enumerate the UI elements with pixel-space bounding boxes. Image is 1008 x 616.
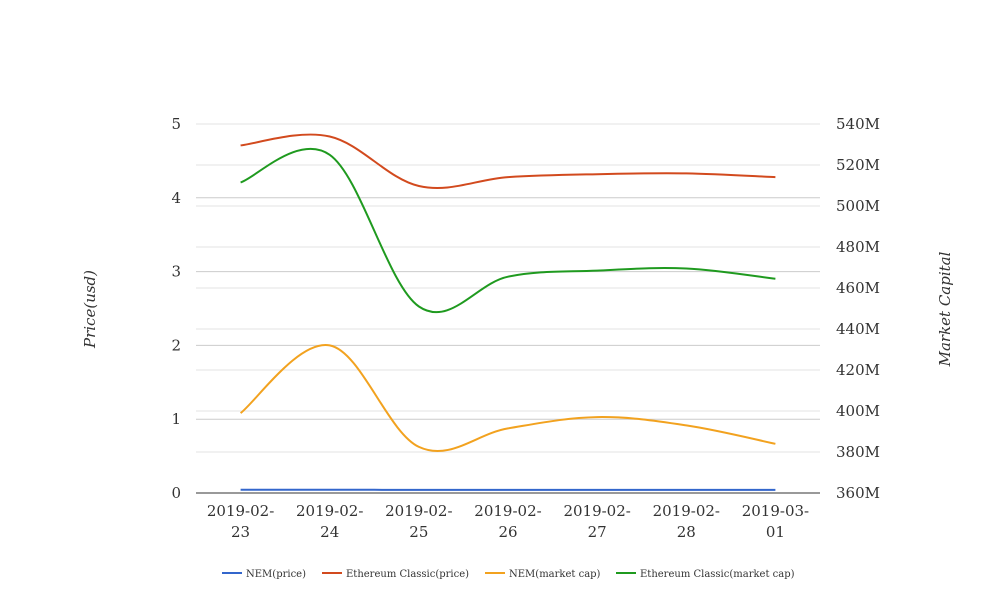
right-axis-title: Market Capital (936, 251, 954, 367)
right-tick-label: 520M (836, 156, 880, 174)
x-axis-ticks: 2019-02-23 2019-02-24 2019-02-25 2019-02-26… (207, 502, 809, 541)
legend-label: Ethereum Classic(price) (346, 569, 469, 580)
legend-label: NEM(market cap) (509, 569, 601, 580)
left-tick-label: 3 (171, 263, 181, 281)
right-tick-label: 360M (836, 484, 880, 502)
right-y-axis-ticks: 360M 380M 400M 420M 440M 460M 480M 500M 520M 540M (836, 115, 880, 502)
right-tick-label: 500M (836, 197, 880, 215)
left-tick-label: 0 (171, 484, 181, 502)
right-tick-label: 460M (836, 279, 880, 297)
grid-lines (196, 123, 820, 453)
left-tick-label: 5 (171, 115, 181, 133)
series-line-1 (240, 133, 776, 190)
right-tick-label: 480M (836, 238, 880, 256)
right-tick-label: 420M (836, 361, 880, 379)
left-axis-title: Price(usd) (81, 270, 99, 349)
left-tick-label: 2 (171, 336, 181, 354)
left-tick-label: 4 (171, 189, 181, 207)
series-line-3 (240, 147, 776, 314)
right-tick-label: 440M (836, 320, 880, 338)
left-tick-label: 1 (171, 410, 181, 428)
series-lines (239, 133, 776, 491)
legend-label: Ethereum Classic(market cap) (640, 569, 795, 580)
x-tick-label: 2019-02-24 (296, 502, 363, 541)
left-y-axis-ticks: 0 1 2 3 4 5 (171, 115, 181, 502)
right-tick-label: 540M (836, 115, 880, 133)
legend: NEM(price) Ethereum Classic(price) NEM(mar… (222, 569, 795, 580)
x-tick-label: 2019-02-26 (474, 502, 541, 541)
right-tick-label: 400M (836, 402, 880, 420)
right-tick-label: 380M (836, 443, 880, 461)
x-tick-label: 2019-02-28 (653, 502, 720, 541)
x-tick-label: 2019-02-25 (385, 502, 452, 541)
x-tick-label: 2019-02-23 (207, 502, 274, 541)
x-tick-label: 2019-02-27 (563, 502, 630, 541)
x-tick-label: 2019-03-01 (742, 502, 809, 541)
legend-label: NEM(price) (246, 569, 306, 580)
series-line-2 (239, 344, 776, 453)
